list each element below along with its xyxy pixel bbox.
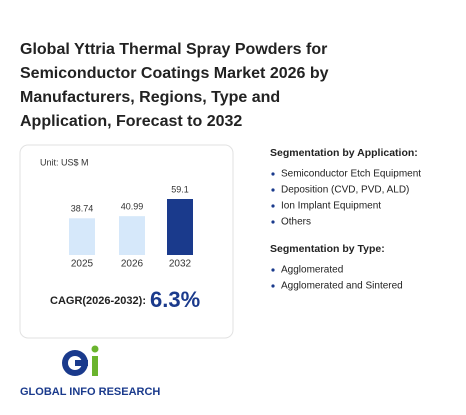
logo: GLOBAL INFO RESEARCH xyxy=(20,345,160,398)
unit: Unit: US$ M xyxy=(40,157,89,167)
segment-item: Agglomerated xyxy=(281,265,343,276)
bullet xyxy=(271,268,275,272)
bar xyxy=(69,218,95,255)
x-label: 2032 xyxy=(169,259,192,270)
value-label: 59.1 xyxy=(171,184,189,194)
segment-item: Others xyxy=(281,217,311,228)
cagr-value: 6.3% xyxy=(150,287,200,312)
cagr-label: CAGR(2026-2032): xyxy=(50,295,146,307)
bullet xyxy=(271,204,275,208)
bullet xyxy=(271,172,275,176)
segment-item: Ion Implant Equipment xyxy=(281,201,381,212)
bullet xyxy=(271,188,275,192)
segment-item: Deposition (CVD, PVD, ALD) xyxy=(281,185,409,196)
bullet xyxy=(271,220,275,224)
segment-item: Semiconductor Etch Equipment xyxy=(281,169,421,180)
value-label: 38.74 xyxy=(71,204,94,214)
logo-text: GLOBAL INFO RESEARCH xyxy=(20,386,160,398)
x-label: 2026 xyxy=(121,259,144,270)
segment-title: Segmentation by Application: xyxy=(270,147,418,159)
bar xyxy=(119,216,145,255)
value-label: 40.99 xyxy=(121,202,144,212)
x-label: 2025 xyxy=(71,259,94,270)
title: Global Yttria Thermal Spray Powders for S… xyxy=(20,41,329,130)
bar xyxy=(167,199,193,255)
bullet xyxy=(271,284,275,288)
segment-item: Agglomerated and Sintered xyxy=(281,281,403,292)
segment-title: Segmentation by Type: xyxy=(270,243,385,255)
